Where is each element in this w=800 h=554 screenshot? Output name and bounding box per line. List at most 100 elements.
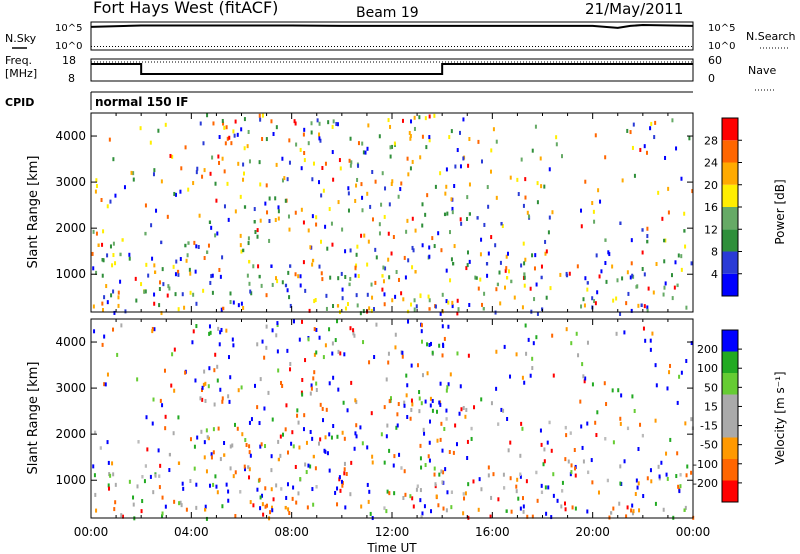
noise-cell [527,214,530,219]
noise-cell [277,216,280,221]
noise-cell [582,374,585,379]
noise-cell [440,421,443,426]
noise-cell [423,431,426,436]
noise-cell [586,287,589,292]
noise-cell [299,477,302,482]
noise-cell [212,450,215,455]
noise-cell [360,182,363,187]
noise-cell [646,308,649,313]
noise-cell [277,439,280,444]
noise-cell [472,479,475,484]
noise-cell [259,495,262,500]
noise-cell [540,483,543,488]
noise-cell [223,440,226,445]
data-cell [548,420,551,425]
power-colorbar-swatch [722,184,738,207]
noise-cell [462,117,465,122]
noise-cell [250,417,253,422]
noise-cell [319,402,322,407]
noise-cell [114,482,117,487]
noise-cell [544,239,547,244]
noise-cell [140,282,143,287]
noise-cell [515,352,518,357]
noise-cell [295,142,298,147]
noise-cell [258,421,261,426]
noise-cell [104,382,107,387]
noise-cell [179,189,182,194]
power-cbar-label: Power [dB] [773,179,787,244]
noise-cell [374,247,377,252]
noise-cell [216,378,219,383]
velocity-colorbar-swatch [722,459,738,481]
noise-cell [114,261,117,266]
noise-cell [571,505,574,510]
noise-cell [615,331,618,336]
noise-cell [439,311,442,316]
noise-cell [214,233,217,238]
noise-cell [318,132,321,137]
noise-cell [360,504,363,509]
noise-cell [516,177,519,182]
data-cell [168,452,172,457]
data-cell [683,229,686,233]
noise-cell [247,129,250,134]
noise-cell [130,170,133,175]
noise-cell [340,271,343,276]
noise-cell [306,505,309,510]
noise-cell [112,289,115,294]
noise-cell [189,478,192,483]
noise-cell [92,464,95,469]
noise-cell [608,252,611,257]
noise-cell [173,499,176,504]
noise-cell [164,414,167,419]
noise-cell [243,171,246,176]
noise-cell [112,472,115,477]
noise-cell [690,470,693,475]
cpid-value: normal 150 IF [95,95,189,109]
data-cell [400,466,403,470]
noise-cell [225,125,228,130]
noise-cell [353,446,356,451]
noise-cell [426,371,429,376]
station-title: Fort Hays West (fitACF) [93,0,278,17]
noise-cell [605,279,608,284]
noise-cell [343,461,346,466]
noise-cell [490,401,493,406]
noise-cell [522,203,525,208]
noise-cell [229,444,232,449]
noise-cell [439,171,442,176]
noise-cell [429,419,432,424]
noise-cell [204,381,207,386]
noise-cell [336,502,339,507]
noise-cell [262,512,265,517]
noise-cell [371,454,374,459]
noise-cell [227,355,230,360]
noise-cell [335,121,338,126]
noise-cell [638,508,641,513]
noise-cell [128,479,131,484]
noise-cell [657,464,660,469]
noise-cell [653,135,656,140]
noise-cell [289,361,292,366]
noise-cell [332,177,335,182]
noise-cell [214,474,217,479]
noise-cell [175,259,178,264]
noise-cell [341,227,344,232]
noise-cell [219,274,222,279]
noise-cell [438,400,441,405]
noise-cell [272,497,275,502]
noise-cell [310,130,313,135]
noise-cell [318,264,321,269]
noise-cell [294,464,297,469]
noise-cell [456,351,459,356]
noise-cell [366,262,369,267]
noise-cell [381,171,384,176]
noise-cell [685,305,688,310]
noise-cell [349,136,352,141]
noise-cell [441,480,444,485]
noise-cell [173,347,176,352]
noise-cell [322,418,325,423]
noise-cell [331,124,334,129]
beam-label: Beam 19 [356,5,419,21]
noise-cell [284,427,287,432]
